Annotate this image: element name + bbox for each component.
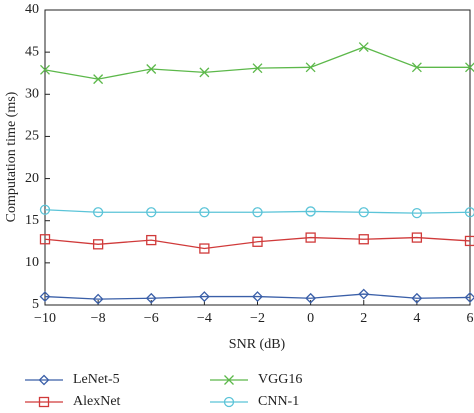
- marker: [358, 207, 369, 218]
- marker: [199, 243, 210, 254]
- x-tick-label: 2: [360, 311, 367, 326]
- marker: [92, 239, 104, 250]
- marker: [92, 207, 104, 218]
- marker: [38, 374, 50, 386]
- marker: [252, 291, 263, 302]
- y-tick-label: 15: [25, 213, 39, 228]
- marker: [198, 291, 210, 302]
- marker: [358, 42, 369, 53]
- y-tick-label: 10: [25, 255, 39, 270]
- marker: [465, 62, 474, 73]
- y-tick-label: 30: [25, 87, 39, 102]
- marker: [146, 64, 157, 74]
- legend-label: CNN-1: [258, 394, 299, 409]
- y-tick-label: 25: [25, 129, 39, 144]
- marker: [92, 293, 104, 305]
- y-axis-label: Computation time (ms): [4, 91, 19, 222]
- x-tick-label: −2: [250, 311, 265, 326]
- marker: [305, 206, 316, 217]
- marker: [411, 292, 423, 304]
- marker: [145, 292, 157, 304]
- plot-frame: [44, 9, 471, 306]
- marker: [146, 234, 157, 246]
- marker: [411, 232, 423, 243]
- x-tick-label: 6: [467, 311, 474, 326]
- marker: [252, 207, 263, 218]
- series-line: [44, 236, 471, 250]
- marker: [305, 232, 316, 243]
- series-line: [44, 46, 470, 80]
- y-tick-label: 45: [25, 44, 39, 59]
- y-tick-label: 20: [25, 171, 39, 186]
- legend-label: LeNet-5: [73, 372, 120, 387]
- marker: [464, 235, 474, 247]
- marker: [38, 396, 50, 408]
- marker: [199, 207, 210, 218]
- marker: [40, 64, 50, 75]
- marker: [305, 62, 316, 73]
- marker: [199, 67, 210, 78]
- marker: [411, 62, 422, 73]
- marker: [93, 74, 104, 85]
- legend-label: AlexNet: [73, 394, 121, 409]
- marker: [464, 207, 474, 218]
- x-axis-label: SNR (dB): [229, 337, 286, 352]
- marker: [252, 63, 263, 74]
- marker: [305, 292, 317, 304]
- marker: [358, 234, 369, 245]
- x-tick-label: −10: [34, 311, 56, 326]
- y-tick-label: 40: [25, 2, 39, 17]
- marker: [358, 288, 370, 300]
- x-tick-label: 4: [413, 311, 420, 326]
- marker: [39, 291, 51, 302]
- marker: [223, 396, 235, 408]
- marker: [252, 236, 263, 247]
- marker: [224, 375, 234, 385]
- legend-label: VGG16: [258, 372, 302, 387]
- x-tick-label: −6: [144, 311, 159, 326]
- x-tick-label: −4: [197, 311, 212, 326]
- marker: [146, 207, 157, 218]
- x-tick-label: −8: [91, 311, 106, 326]
- y-tick-label: 5: [32, 297, 39, 312]
- series-line: [44, 209, 471, 214]
- marker: [464, 291, 474, 303]
- marker: [411, 207, 423, 219]
- marker: [39, 234, 51, 245]
- series-line: [44, 293, 471, 300]
- marker: [39, 204, 51, 215]
- x-tick-label: 0: [307, 311, 314, 326]
